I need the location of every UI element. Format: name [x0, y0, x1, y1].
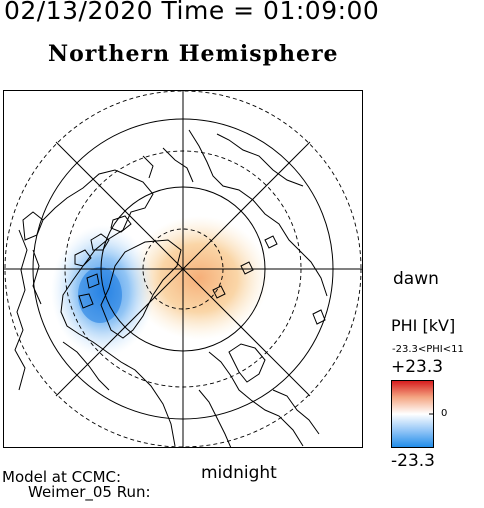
coastlines — [14, 129, 328, 448]
model-source-label: Model at CCMC: — [2, 468, 122, 486]
hemisphere-title: Northern Hemisphere — [48, 41, 339, 67]
polar-potential-map — [3, 90, 363, 448]
colorbar — [391, 380, 434, 448]
colorbar-range-note: -23.3<PHI<11 — [392, 344, 464, 355]
colorbar-max-label: +23.3 — [391, 357, 444, 377]
datetime-header: 02/13/2020 Time = 01:09:00 — [4, 0, 380, 25]
midnight-label: midnight — [201, 463, 277, 483]
potential-contours — [51, 216, 269, 357]
colorbar-zero-label: 0 — [441, 408, 448, 419]
dawn-label: dawn — [393, 269, 439, 289]
colorbar-min-label: -23.3 — [391, 451, 435, 471]
model-run-label: Weimer_05 Run: — [28, 483, 151, 501]
longitude-lines — [3, 90, 363, 448]
colorbar-title: PHI [kV] — [391, 316, 456, 335]
